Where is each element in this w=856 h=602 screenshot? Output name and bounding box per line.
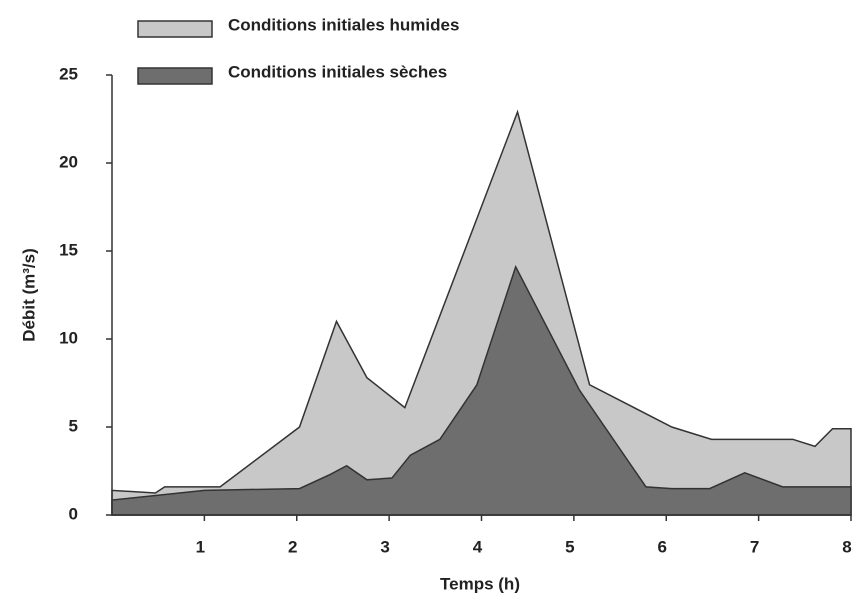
legend-swatch — [137, 67, 213, 85]
x-axis-label: Temps (h) — [440, 574, 520, 593]
area — [111, 264, 852, 516]
legend-swatch — [137, 20, 213, 38]
y-axis-label: Débit (m³/s) — [19, 248, 38, 342]
x-tick-label: 3 — [380, 537, 389, 556]
legend-label: Conditions initiales sèches — [228, 62, 447, 81]
x-tick-label: 8 — [842, 537, 851, 556]
x-tick-label: 1 — [196, 537, 205, 556]
x-tick-label: 4 — [473, 537, 483, 556]
x-tick-label: 6 — [658, 537, 667, 556]
legend-label: Conditions initiales humides — [228, 15, 459, 34]
area — [111, 109, 852, 516]
y-tick-label: 15 — [59, 240, 78, 259]
y-tick-label: 25 — [59, 64, 78, 83]
x-tick-label: 7 — [750, 537, 759, 556]
y-tick-label: 20 — [59, 152, 78, 171]
y-tick-label: 0 — [69, 504, 78, 523]
y-tick-label: 5 — [69, 416, 78, 435]
x-tick-label: 2 — [288, 537, 297, 556]
x-tick-label: 5 — [565, 537, 574, 556]
y-tick-label: 10 — [59, 328, 78, 347]
